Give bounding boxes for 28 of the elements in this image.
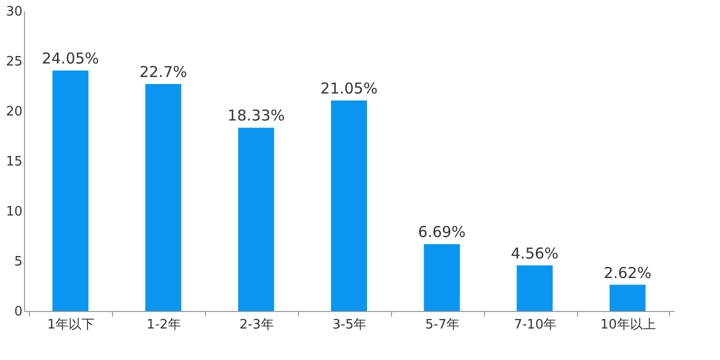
y-tick-label: 20	[6, 104, 22, 120]
y-tick-label: 30	[6, 4, 22, 20]
data-label: 4.56%	[510, 244, 559, 262]
x-tick-label: 2-3年	[240, 318, 274, 332]
x-tick-label: 3-5年	[332, 318, 367, 332]
x-tick-label: 1-2年	[146, 318, 181, 332]
bar	[610, 284, 646, 311]
y-tick-label: 0	[14, 304, 22, 320]
y-tick-label: 10	[6, 204, 22, 220]
data-label: 21.05%	[320, 80, 378, 98]
y-tick-label: 25	[6, 54, 22, 70]
y-tick-label: 5	[14, 254, 22, 270]
x-tick-label: 7-10年	[514, 318, 556, 332]
bar	[516, 265, 553, 311]
x-tick-label: 10年以上	[600, 318, 656, 332]
bar	[238, 128, 274, 311]
data-label: 6.69%	[418, 223, 466, 242]
bar	[52, 70, 88, 311]
bar	[145, 84, 182, 311]
bar	[424, 244, 460, 311]
bar	[331, 100, 367, 311]
data-label: 24.05%	[42, 50, 100, 68]
y-tick-label: 15	[6, 154, 22, 170]
x-tick-label: 1年以下	[47, 318, 95, 332]
data-label: 18.33%	[228, 106, 285, 125]
data-label: 2.62%	[604, 264, 652, 282]
x-tick-label: 5-7年	[425, 318, 460, 332]
data-label: 22.7%	[139, 63, 188, 81]
